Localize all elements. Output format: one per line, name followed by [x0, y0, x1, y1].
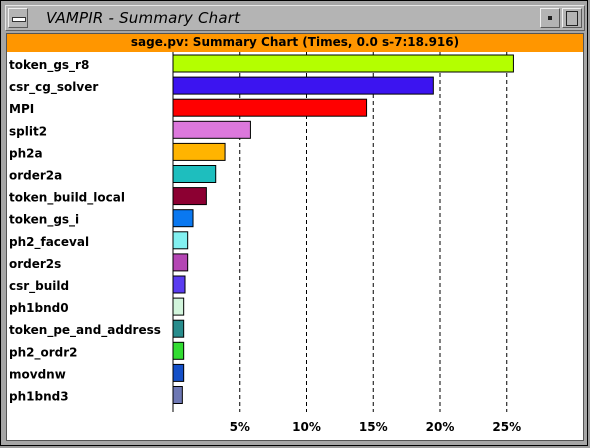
category-label: token_build_local	[9, 191, 125, 206]
category-label: ph1bnd3	[9, 390, 69, 404]
bar-ph1bnd0[interactable]	[172, 297, 185, 316]
bar-csr_cg_solver[interactable]	[172, 76, 434, 95]
bar-token_build_local[interactable]	[172, 187, 207, 206]
category-label: ph2_ordr2	[9, 345, 78, 360]
category-label: token_gs_r8	[9, 58, 89, 73]
category-label: ph2_faceval	[9, 235, 89, 250]
category-label: MPI	[9, 102, 34, 116]
x-tick-label: 25%	[492, 420, 521, 434]
summary-chart-panel: sage.pv: Summary Chart (Times, 0.0 s-7:1…	[6, 33, 584, 441]
chart-header-bar: sage.pv: Summary Chart (Times, 0.0 s-7:1…	[7, 34, 583, 52]
bar-token_gs_r8[interactable]	[172, 54, 514, 73]
minimize-icon[interactable]	[540, 8, 560, 28]
summary-bar-chart: token_gs_r8 csr_cg_solver MPI split2 ph2a ord…	[9, 52, 521, 434]
window-menu-icon[interactable]	[8, 8, 28, 28]
category-label: split2	[9, 124, 47, 138]
category-label: movdnw	[9, 367, 66, 381]
bar-ph2a[interactable]	[172, 142, 226, 161]
category-label: csr_build	[9, 279, 69, 294]
category-label: token_gs_i	[9, 213, 79, 228]
category-label: order2a	[9, 169, 62, 183]
category-label: ph2a	[9, 146, 43, 160]
x-tick-label: 5%	[230, 420, 250, 434]
bar-token_pe_and_address[interactable]	[172, 319, 185, 338]
maximize-icon[interactable]	[562, 8, 582, 28]
category-label: token_pe_and_address	[9, 323, 161, 338]
category-label: order2s	[9, 257, 61, 271]
bar-ph2_faceval[interactable]	[172, 231, 189, 250]
category-label: csr_cg_solver	[9, 80, 98, 95]
x-tick-label: 20%	[426, 420, 455, 434]
bar-order2s[interactable]	[172, 253, 189, 272]
bar-ph1bnd3[interactable]	[172, 386, 183, 404]
x-tick-label: 10%	[292, 420, 321, 434]
bar-movdnw[interactable]	[172, 363, 185, 382]
bar-ph2_ordr2[interactable]	[172, 341, 185, 360]
bar-split2[interactable]	[172, 120, 251, 139]
x-tick-label: 15%	[359, 420, 388, 434]
chart-header: sage.pv: Summary Chart (Times, 0.0 s-7:1…	[130, 35, 460, 49]
title-bar[interactable]: VAMPIR - Summary Chart	[5, 5, 585, 31]
bar-csr_build[interactable]	[172, 275, 186, 294]
bar-order2a[interactable]	[172, 165, 217, 183]
bar-token_gs_i[interactable]	[172, 209, 194, 228]
bar-MPI[interactable]	[172, 98, 368, 117]
category-label: ph1bnd0	[9, 301, 69, 315]
window-title: VAMPIR - Summary Chart	[46, 9, 241, 27]
